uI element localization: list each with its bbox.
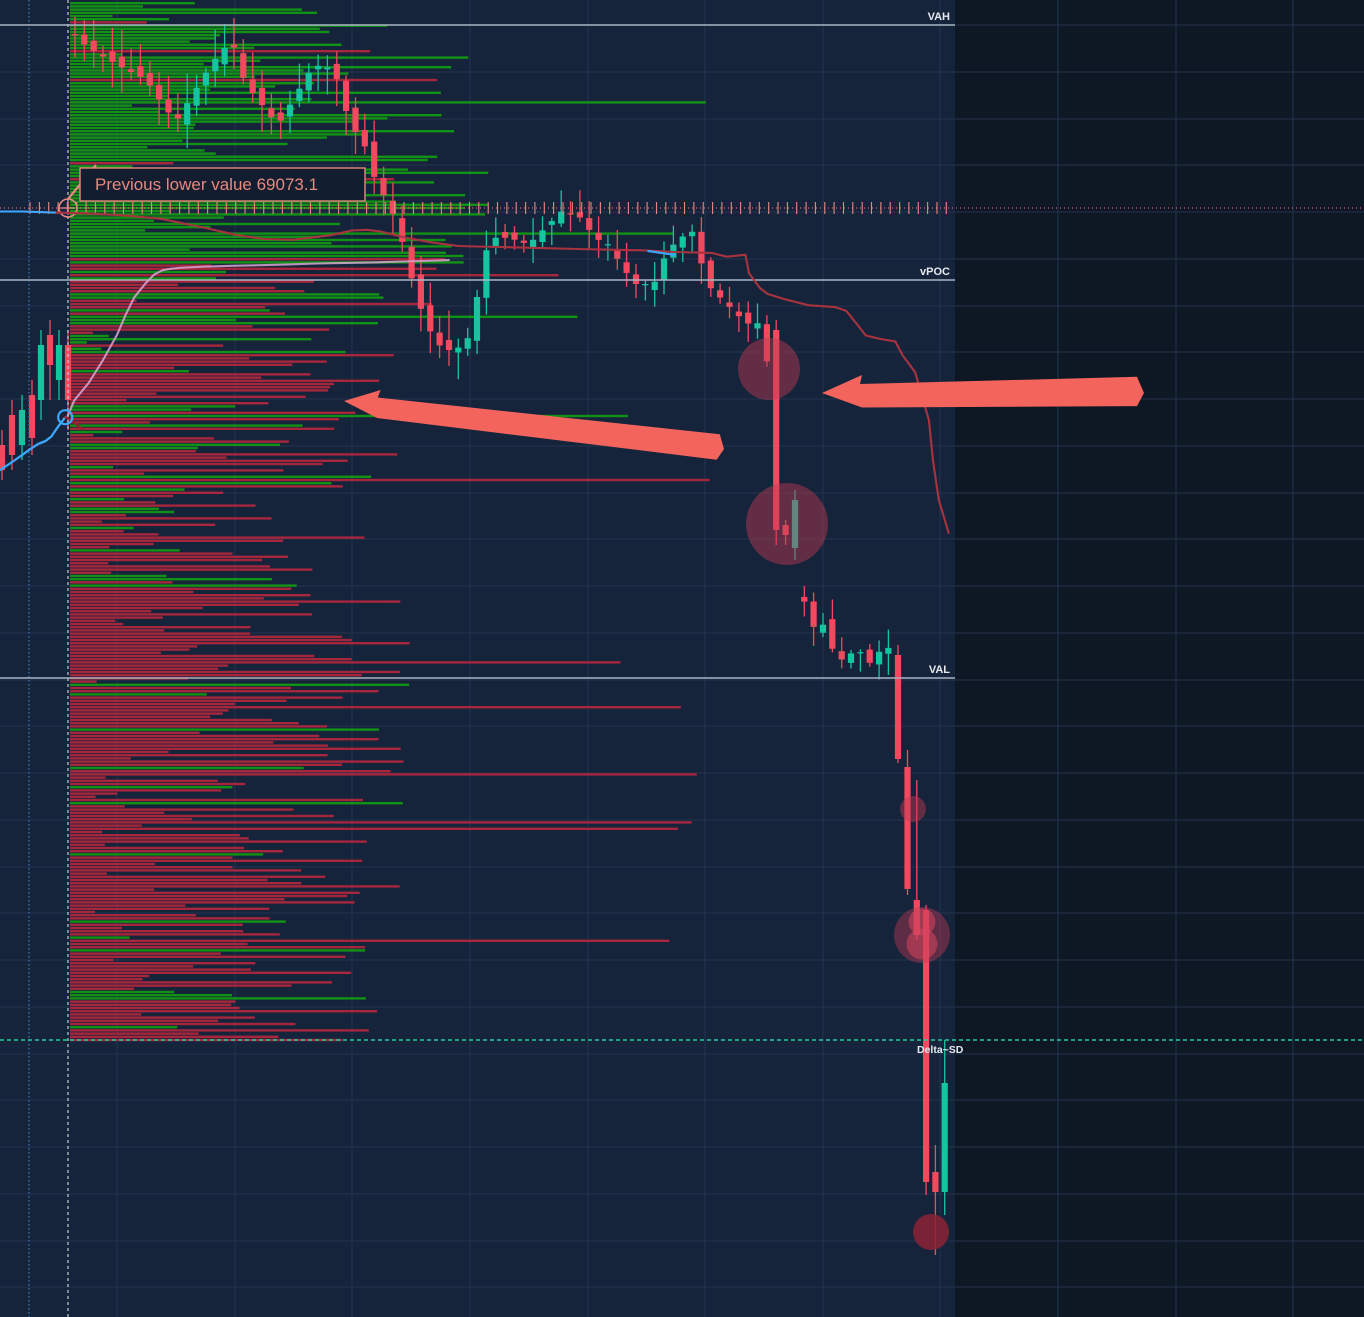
svg-text:Previous lower value 69073.1: Previous lower value 69073.1 bbox=[95, 175, 318, 194]
svg-text:VAL: VAL bbox=[929, 664, 950, 676]
svg-text:VAH: VAH bbox=[928, 11, 950, 23]
svg-text:vPOC: vPOC bbox=[920, 266, 950, 278]
svg-text:Delta~SD: Delta~SD bbox=[917, 1044, 964, 1056]
